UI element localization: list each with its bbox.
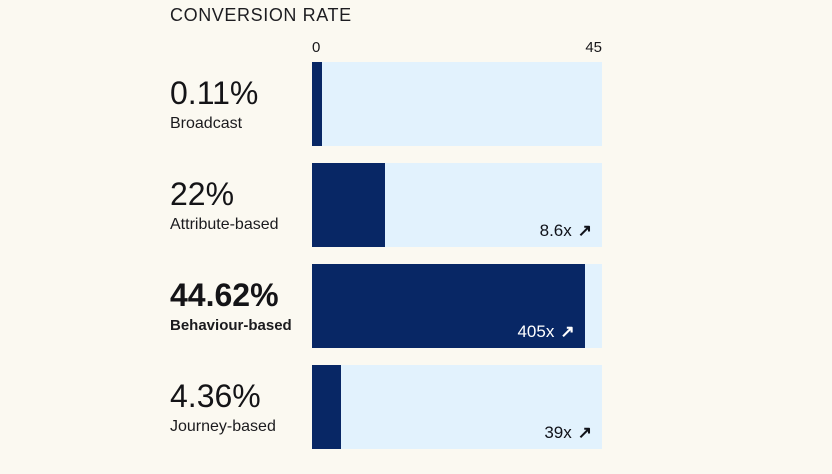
bar-fill xyxy=(312,365,341,449)
category-label: Attribute-based xyxy=(170,215,279,233)
row-label-behaviour-based: 44.62% Behaviour-based xyxy=(170,264,312,348)
chart-row-broadcast: 0.11% Broadcast xyxy=(170,62,602,146)
axis-max-label: 45 xyxy=(585,39,602,56)
arrow-up-right-icon: ↗ xyxy=(560,322,575,341)
category-label: Broadcast xyxy=(170,114,243,132)
chart-title: CONVERSION RATE xyxy=(170,5,352,25)
multiplier-badge: 405x ↗ xyxy=(517,322,574,342)
arrow-up-right-icon: ↗ xyxy=(577,423,592,442)
bar-fill xyxy=(312,163,385,247)
axis-min-label: 0 xyxy=(312,39,321,56)
bar-fill: 405x ↗ xyxy=(312,264,585,348)
row-label-attribute-based: 22% Attribute-based xyxy=(170,163,312,247)
multiplier-badge: 8.6x ↗ xyxy=(540,221,592,241)
chart-row-behaviour-based: 44.62% Behaviour-based 405x ↗ xyxy=(170,264,602,348)
multiplier-value: 8.6x xyxy=(539,221,572,240)
bar-track: 8.6x ↗ xyxy=(312,163,602,247)
multiplier-value: 405x xyxy=(517,322,555,341)
bar-track: 39x ↗ xyxy=(312,365,602,449)
value-label: 22% xyxy=(170,175,235,212)
bar-fill xyxy=(312,62,322,146)
category-label: Journey-based xyxy=(170,417,276,435)
multiplier-value: 39x xyxy=(544,423,572,442)
row-label-journey-based: 4.36% Journey-based xyxy=(170,365,312,449)
value-label: 0.11% xyxy=(170,74,259,111)
bar-track xyxy=(312,62,602,146)
conversion-rate-chart: CONVERSION RATE 0 45 0.11% Broadcast 22%… xyxy=(170,4,602,466)
category-label: Behaviour-based xyxy=(170,316,292,334)
bar-track: 405x ↗ xyxy=(312,264,602,348)
value-label: 4.36% xyxy=(170,377,261,414)
chart-row-journey-based: 4.36% Journey-based 39x ↗ xyxy=(170,365,602,449)
multiplier-badge: 39x ↗ xyxy=(544,423,592,443)
value-label: 44.62% xyxy=(170,276,279,313)
value-axis: 0 45 xyxy=(312,39,602,56)
row-label-broadcast: 0.11% Broadcast xyxy=(170,62,312,146)
arrow-up-right-icon: ↗ xyxy=(577,221,592,240)
chart-row-attribute-based: 22% Attribute-based 8.6x ↗ xyxy=(170,163,602,247)
